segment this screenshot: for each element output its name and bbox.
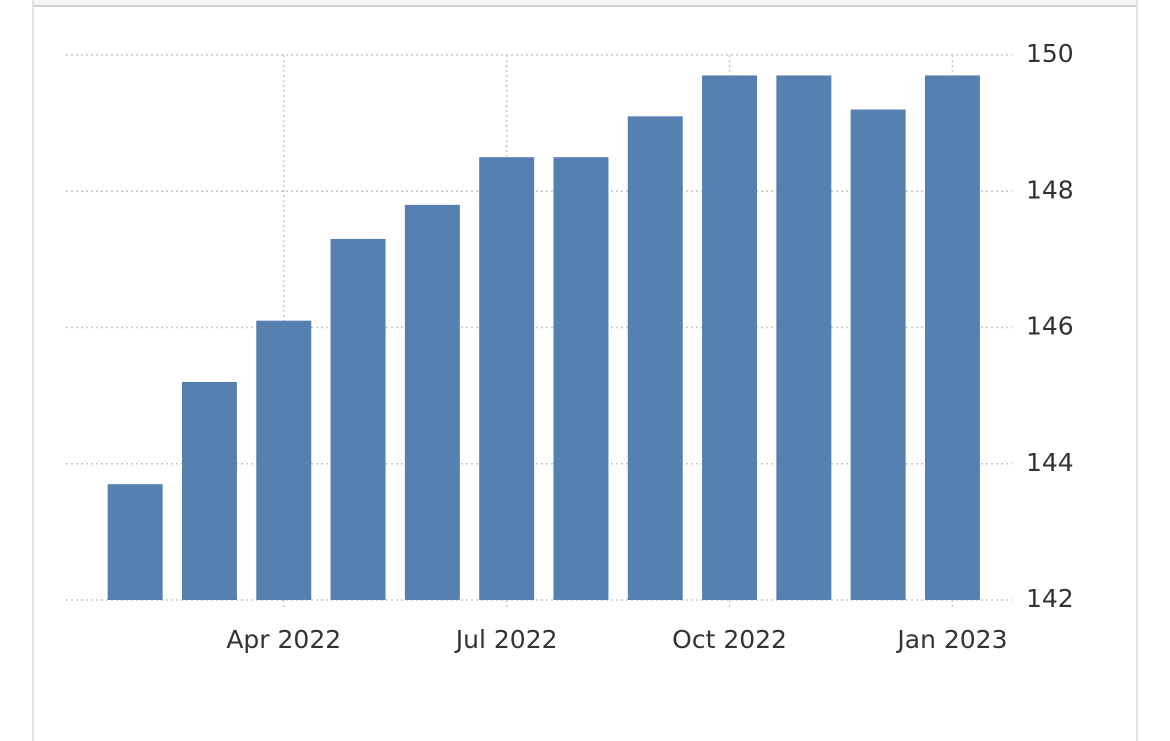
x-tick-label: Apr 2022 [226, 625, 341, 654]
y-tick-label: 146 [1026, 312, 1074, 341]
bar [924, 75, 980, 600]
bar [850, 109, 906, 600]
x-tick-label: Oct 2022 [672, 625, 787, 654]
bar [330, 238, 386, 600]
y-tick-label: 150 [1026, 39, 1074, 68]
bar [479, 157, 535, 600]
y-tick-label: 142 [1026, 584, 1074, 613]
bar [776, 75, 832, 600]
bar [181, 382, 237, 600]
panel-top [32, 0, 1138, 7]
y-tick-label: 144 [1026, 448, 1074, 477]
bar [553, 157, 609, 600]
bar [256, 320, 312, 600]
bar [702, 75, 758, 600]
bar [107, 484, 163, 600]
y-tick-label: 148 [1026, 175, 1074, 204]
bar [627, 116, 683, 600]
x-tick-label: Jan 2023 [895, 625, 1007, 654]
bar [404, 204, 460, 600]
x-tick-label: Jul 2022 [454, 625, 558, 654]
